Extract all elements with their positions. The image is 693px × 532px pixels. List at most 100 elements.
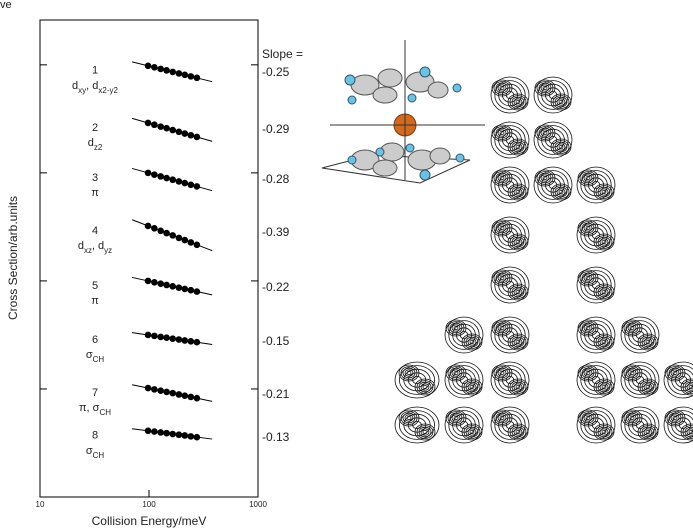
data-point (169, 335, 176, 342)
data-point (157, 173, 164, 180)
data-point (169, 232, 176, 239)
contour (581, 366, 611, 395)
data-point (176, 128, 183, 135)
contour (407, 371, 411, 374)
label-part: yz (104, 246, 112, 255)
data-point (188, 132, 195, 139)
data-point (181, 337, 188, 344)
slope-value: -0.15 (262, 334, 290, 348)
data-point (194, 134, 201, 141)
contour (407, 416, 411, 419)
contour-blob (491, 267, 529, 303)
contour-blob (534, 167, 572, 203)
contour (423, 430, 427, 433)
data-point (176, 178, 183, 185)
data-point (163, 334, 170, 341)
data-point (163, 175, 170, 182)
contour (581, 321, 611, 350)
y-axis-label: Cross Section/arb.units (6, 196, 20, 320)
contour (495, 126, 525, 155)
slope-value: -0.22 (262, 280, 290, 294)
data-point (194, 434, 201, 441)
contour (625, 411, 655, 440)
data-point (181, 180, 188, 187)
data-point (169, 69, 176, 76)
contour (421, 384, 429, 390)
contour-blob (577, 362, 615, 398)
contour-blob (577, 407, 615, 443)
contour-blob (621, 407, 659, 443)
series-label: π (91, 187, 99, 199)
contour (581, 271, 611, 300)
series-label: dxy, dx2-y2 (72, 80, 118, 95)
data-point (157, 334, 164, 341)
contour (538, 81, 568, 110)
data-point (181, 237, 188, 244)
data-point (188, 287, 195, 294)
data-point (176, 336, 183, 343)
data-point (145, 120, 152, 127)
contour (405, 370, 413, 376)
contour (449, 411, 479, 440)
series-label: π, σCH (79, 402, 111, 417)
data-point (151, 64, 158, 71)
data-point (169, 390, 176, 397)
data-point (188, 239, 195, 246)
data-point (145, 332, 152, 339)
contour (538, 126, 568, 155)
contour (449, 321, 479, 350)
data-point (188, 73, 195, 80)
data-point (194, 183, 201, 190)
contour-blob (445, 407, 483, 443)
contour-blob (445, 317, 483, 353)
data-point (188, 394, 195, 401)
data-point (176, 284, 183, 291)
contour (495, 81, 525, 110)
data-point (194, 75, 201, 82)
contour-blob (491, 217, 529, 253)
contour-blob (395, 362, 439, 398)
label-part: , d (86, 80, 98, 92)
label-part: xy (78, 85, 86, 94)
slope-value: -0.39 (262, 225, 290, 239)
orbital-contours (395, 77, 693, 443)
contour-blob (577, 167, 615, 203)
data-point (145, 170, 152, 177)
label-part: x2-y2 (98, 85, 118, 94)
series-label: dz2 (88, 137, 103, 152)
series-number: 6 (92, 334, 98, 346)
label-part: CH (93, 450, 105, 459)
contour (581, 411, 611, 440)
slope-header: Slope = (262, 47, 303, 61)
contour-blob (491, 77, 529, 113)
x-axis-label: Collision Energy/meV (92, 514, 207, 528)
data-point (176, 235, 183, 242)
data-point (157, 387, 164, 394)
contour (495, 366, 525, 395)
data-point (181, 286, 188, 293)
label-part: , d (92, 240, 104, 252)
data-point (176, 70, 183, 77)
figure: ve Collision Energy/meV Cross Section/ar… (0, 0, 693, 532)
data-point (145, 427, 152, 434)
x-tick-label: 1000 (249, 500, 267, 509)
data-point (163, 125, 170, 132)
data-point (163, 282, 170, 289)
data-point (157, 123, 164, 130)
contour (449, 366, 479, 395)
slope-value: -0.29 (262, 122, 290, 136)
series-label: σCH (86, 445, 105, 460)
data-point (151, 279, 158, 286)
data-point (163, 430, 170, 437)
contour (581, 171, 611, 200)
data-point (188, 338, 195, 345)
contour-blob (491, 167, 529, 203)
x-tick-label: 100 (142, 500, 156, 509)
contour (421, 429, 429, 435)
label-part: CH (99, 408, 111, 417)
data-point (151, 225, 158, 232)
data-point (194, 339, 201, 346)
contour (625, 366, 655, 395)
contour (423, 385, 427, 388)
contour-blob (664, 362, 693, 398)
